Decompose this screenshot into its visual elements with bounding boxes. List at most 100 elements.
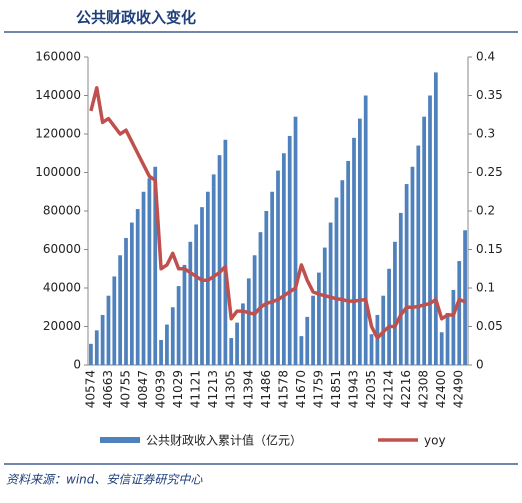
y-tick-label: 100000 [35,165,81,179]
bar [153,166,158,365]
y2-tick-label: 0.1 [476,281,495,295]
y-tick-label: 0 [73,358,81,372]
y2-tick-label: 0.4 [476,50,495,64]
bar [433,72,438,366]
bar [445,313,450,365]
bar [293,116,298,365]
bar [317,272,321,365]
bar [194,224,199,365]
y-tick-label: 40000 [43,281,81,295]
y2-tick-label: 0.05 [476,319,503,333]
bar [264,211,269,365]
bar [340,180,345,365]
bar [398,212,403,365]
bar [188,241,193,365]
bar [311,295,315,365]
chart-title: 公共财政收入变化 [76,9,196,27]
x-tick-label: 42308 [417,370,431,408]
x-tick-label: 41943 [347,370,361,408]
x-tick-label: 41486 [259,370,273,408]
y-tick-label: 20000 [43,319,81,333]
bar [393,241,397,365]
bar [170,307,175,365]
bar [457,261,462,365]
bar [182,264,187,365]
bar [404,184,409,365]
bar [281,153,286,365]
bar [229,338,234,365]
x-tick-label: 42490 [452,370,466,408]
bar [200,207,204,365]
source-note: 资料来源：wind、安信证券研究中心 [6,473,203,487]
bar [258,232,263,365]
bar [124,237,128,365]
x-tick-label: 42035 [364,370,378,408]
bar [416,145,421,365]
bar [346,160,351,365]
x-tick-label: 41121 [189,370,203,408]
bar [299,336,304,365]
x-tick-label: 42400 [434,370,448,408]
y-tick-label: 140000 [35,88,81,102]
x-tick-label: 42216 [399,370,413,408]
x-tick-label: 41759 [311,370,325,408]
bar [217,155,222,365]
bar [357,118,362,365]
bar [375,314,380,365]
bar [287,135,292,365]
bar [241,303,245,365]
bar [439,332,444,365]
bar [369,334,374,365]
bar [211,174,216,365]
x-tick-label: 42124 [382,370,396,408]
bar [363,95,368,365]
bar [428,95,432,365]
x-tick-label: 40663 [101,370,115,408]
y2-tick-label: 0.15 [476,242,503,256]
bar [422,116,427,365]
bar [252,255,257,365]
bar [328,222,333,365]
bar [246,278,251,365]
legend-label: 公共财政收入累计值（亿元） [146,433,302,448]
y2-tick-label: 0.2 [476,204,495,218]
bar [334,197,339,365]
bar [165,324,169,365]
bar [135,209,140,365]
bar [270,191,275,365]
y-tick-label: 120000 [35,127,81,141]
bar [176,286,181,365]
y2-tick-label: 0.35 [476,88,503,102]
bar [141,191,146,365]
bar [112,276,117,365]
x-tick-label: 41394 [241,370,255,408]
x-tick-label: 41029 [171,370,185,408]
x-tick-label: 41578 [276,370,290,408]
bar [322,247,327,365]
bar [223,139,228,365]
bar [129,222,134,365]
bar [387,268,391,365]
bar [410,166,415,365]
bar [305,316,310,365]
x-tick-label: 40574 [83,370,97,408]
x-tick-label: 41851 [329,370,343,408]
x-tick-label: 40755 [119,370,133,408]
x-tick-label: 41213 [206,370,220,408]
y-tick-label: 80000 [43,204,81,218]
y2-tick-label: 0.3 [476,127,495,141]
legend-label: yoy [424,434,446,448]
legend-swatch [100,437,140,443]
x-tick-label: 41305 [224,370,238,408]
y-tick-label: 160000 [35,50,81,64]
bar [352,137,356,365]
bar [451,289,456,365]
y2-tick-label: 0.25 [476,165,503,179]
bar [94,330,99,365]
bar [100,314,105,365]
bar [276,170,280,365]
bar [147,178,152,365]
bar [106,295,111,365]
x-tick-label: 40939 [154,370,168,408]
